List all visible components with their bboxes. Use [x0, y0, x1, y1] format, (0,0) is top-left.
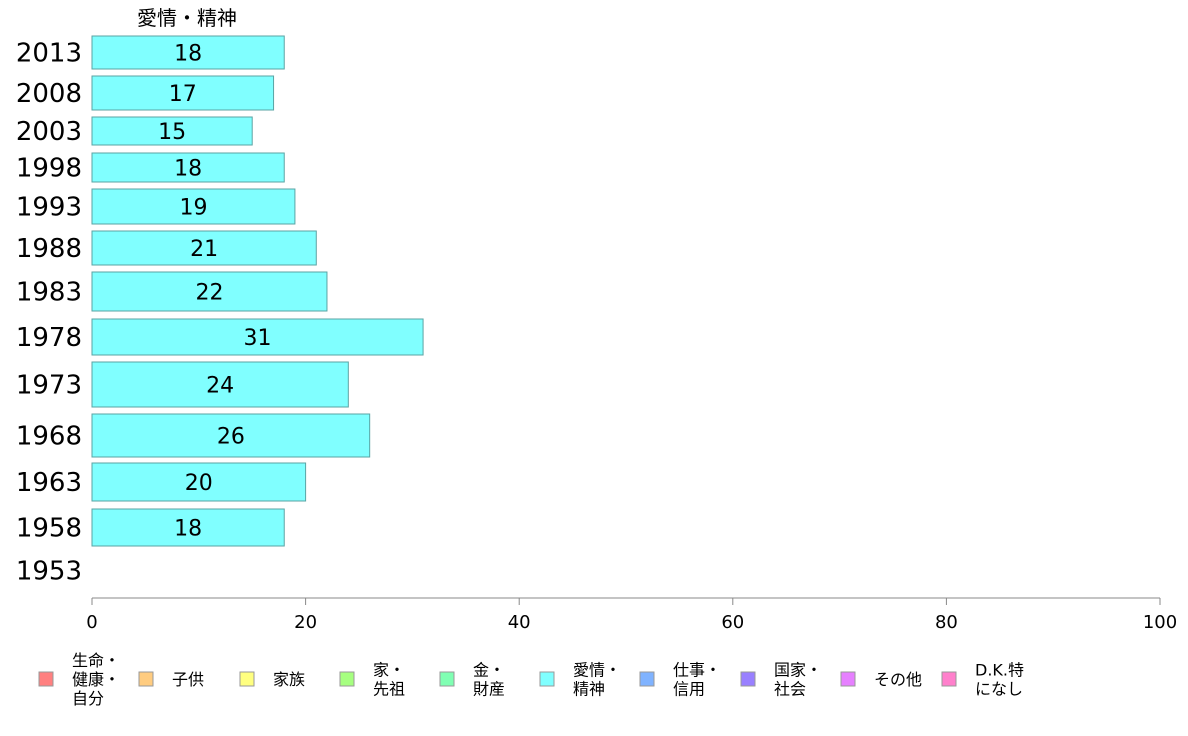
bar [91, 271, 328, 312]
year-label: 1973 [16, 371, 82, 401]
bar [91, 152, 285, 183]
bar [91, 75, 275, 111]
x-tick-label: 40 [508, 612, 531, 633]
bar-value-label: 15 [158, 120, 186, 145]
legend-swatch [38, 671, 54, 687]
legend-label: 健康・ [72, 670, 120, 689]
bar-value-label: 31 [244, 326, 272, 351]
bar-value-label: 21 [190, 237, 218, 262]
legend-label: 金・ [473, 661, 505, 680]
legend-label: 先祖 [373, 680, 405, 699]
x-tick-label: 60 [721, 612, 744, 633]
x-tick-label: 100 [1143, 612, 1177, 633]
year-label: 1978 [16, 323, 82, 353]
legend-label: 自分 [72, 689, 104, 708]
legend-label: 信用 [673, 680, 705, 699]
bar-value-label: 20 [185, 471, 213, 496]
bar [91, 116, 253, 146]
legend-swatch [439, 671, 455, 687]
legend-label: 財産 [473, 680, 505, 699]
legend-label: 子供 [172, 670, 204, 689]
year-label: 1968 [16, 422, 82, 452]
legend-label: D.K.特 [975, 661, 1024, 680]
legend-label: 国家・ [774, 661, 822, 680]
year-label: 1983 [16, 278, 82, 308]
bar [91, 35, 285, 70]
bar [91, 413, 371, 458]
column-header: 愛情・精神 [137, 6, 237, 30]
bar-value-label: 17 [169, 82, 197, 107]
bar [91, 361, 349, 408]
bar [91, 230, 317, 266]
year-label: 2013 [16, 39, 82, 69]
x-tick-label: 0 [86, 612, 97, 633]
legend-label: 生命・ [72, 651, 120, 670]
legend-swatch [339, 671, 355, 687]
year-label: 1958 [16, 514, 82, 544]
legend-swatch [639, 671, 655, 687]
year-label: 1988 [16, 234, 82, 264]
bar-value-label: 18 [174, 517, 202, 542]
legend-swatch [840, 671, 856, 687]
bar-value-label: 26 [217, 425, 245, 450]
legend-swatch [941, 671, 957, 687]
bar-value-label: 19 [179, 196, 207, 221]
legend-label: その他 [874, 670, 922, 689]
bar [91, 188, 296, 225]
legend-label: 家・ [373, 661, 405, 680]
year-label: 1993 [16, 193, 82, 223]
bar-value-label: 18 [174, 157, 202, 182]
legend-swatch [138, 671, 154, 687]
year-label: 2008 [16, 79, 82, 109]
year-label: 1953 [16, 557, 82, 587]
legend-label: 仕事・ [673, 661, 721, 680]
year-label: 1998 [16, 154, 82, 184]
legend-label: 社会 [774, 680, 806, 699]
legend-label: 家族 [273, 670, 305, 689]
bar-value-label: 24 [206, 374, 234, 399]
legend-swatch [740, 671, 756, 687]
legend-swatch [539, 671, 555, 687]
legend-label: 精神 [573, 680, 605, 699]
x-tick-label: 80 [935, 612, 958, 633]
bar-value-label: 18 [174, 42, 202, 67]
x-tick-label: 20 [294, 612, 317, 633]
year-label: 1963 [16, 468, 82, 498]
bar [91, 318, 424, 356]
year-label: 2003 [16, 117, 82, 147]
legend-label: 愛情・ [573, 661, 621, 680]
bar-value-label: 22 [195, 281, 223, 306]
legend-label: になし [975, 680, 1023, 699]
bar [91, 462, 307, 502]
legend-swatch [239, 671, 255, 687]
bar [91, 508, 285, 547]
